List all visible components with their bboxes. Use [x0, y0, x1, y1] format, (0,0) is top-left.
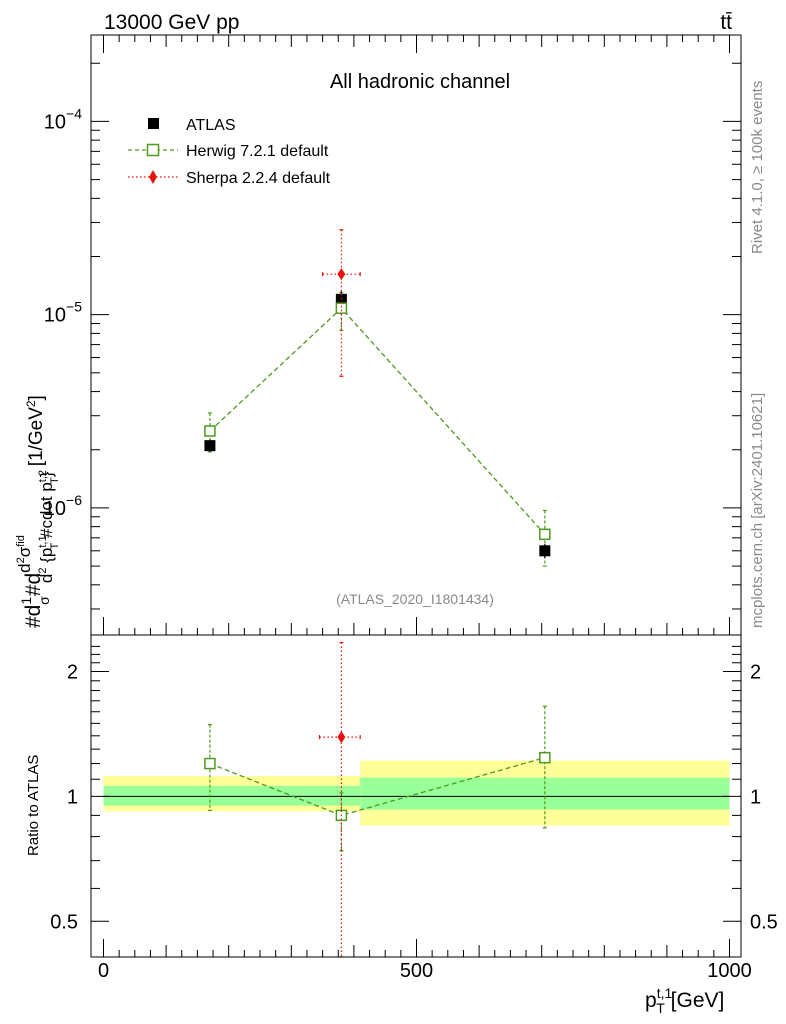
main-y-tick-label: 10−5: [44, 299, 82, 327]
main-y-label: #d1 σ#dd2σfidd2 {pt,1T #cdot pt,2T} [1/Ge…: [15, 395, 61, 628]
ratio-herwig-line: [209, 757, 546, 817]
chart-title: All hadronic channel: [330, 71, 510, 93]
x-tick-label: 1000: [707, 960, 752, 982]
legend-label-herwig: Herwig 7.2.1 default: [186, 143, 329, 160]
ratio-y-label: Ratio to ATLAS: [25, 755, 42, 856]
main-y-tick-exponent: −4: [66, 105, 82, 121]
main-y-label-text: #d1 σ#dd2σfidd2 {pt,1T #cdot pt,2T} [1/Ge…: [15, 395, 61, 628]
ratio-herwig-point: [204, 757, 216, 770]
herwig-point: [204, 425, 216, 437]
legend-marker-sherpa: [149, 170, 157, 184]
herwig-point: [335, 302, 348, 314]
legend-marker-atlas: [148, 118, 159, 129]
x-axis: 0 500 1000: [98, 35, 752, 982]
ratio-y-tick-label-right: 0.5: [750, 911, 778, 933]
analysis-id: (ATLAS_2020_I1801434): [336, 591, 494, 607]
ratio-y-axis: 0.5 0.5 1 1 2 2: [50, 645, 778, 933]
atlas-point: [539, 545, 551, 557]
ratio-herwig-point: [539, 751, 551, 764]
main-panel: [204, 229, 551, 567]
sherpa-point: [337, 268, 346, 281]
mcplots-label: mcplots.cern.ch [arXiv:2401.10621]: [749, 393, 766, 628]
energy-label: 13000 GeV pp: [104, 11, 239, 34]
legend: ATLAS Herwig 7.2.1 default Sherpa 2.2.4 …: [128, 117, 331, 187]
atlas-point: [204, 440, 216, 452]
x-axis-label: pt,1 T [GeV]: [645, 985, 724, 1016]
ratio-stat-band: [103, 785, 361, 806]
ratio-panel: [103, 641, 730, 958]
rivet-label: Rivet 4.1.0, ≥ 100k events: [749, 81, 766, 254]
legend-label-atlas: ATLAS: [186, 117, 236, 134]
legend-label-sherpa: Sherpa 2.2.4 default: [186, 170, 331, 187]
legend-marker-herwig: [146, 143, 160, 157]
ratio-y-tick-label: 2: [67, 662, 78, 684]
x-axis-label-text: pt,1 T [GeV]: [645, 985, 724, 1016]
x-tick-label: 0: [98, 960, 109, 982]
herwig-point: [539, 528, 551, 541]
ratio-sherpa-point: [337, 731, 346, 744]
ratio-y-tick-label-right: 2: [750, 662, 761, 684]
process-label: tt̄: [720, 11, 732, 34]
main-y-tick-exponent: −5: [66, 299, 82, 315]
ratio-y-tick-label: 1: [67, 786, 78, 808]
main-y-tick-exponent: −6: [66, 492, 82, 508]
x-tick-label: 500: [400, 960, 433, 982]
main-y-tick-label: 10−4: [44, 105, 82, 133]
ratio-y-tick-label-right: 1: [750, 786, 761, 808]
ratio-y-tick-label: 0.5: [50, 911, 78, 933]
atlas-point: [335, 293, 347, 305]
herwig-line: [209, 307, 546, 535]
